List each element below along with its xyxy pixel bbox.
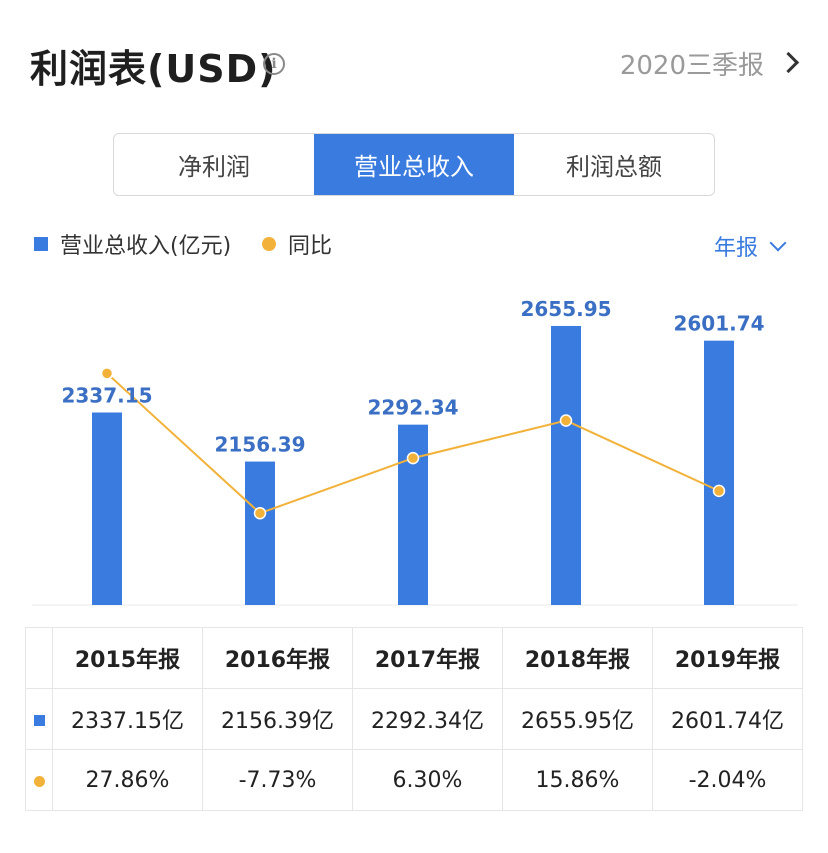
chevron-right-icon[interactable] <box>778 52 799 73</box>
frequency-dropdown[interactable]: 年报 <box>714 230 784 262</box>
revenue-bar <box>551 326 581 605</box>
table-header-cell: 2017年报 <box>353 628 503 689</box>
table-cell: 2337.15亿 <box>53 689 203 750</box>
metric-tabs: 净利润 营业总收入 利润总额 <box>113 133 715 196</box>
revenue-bar <box>245 462 275 605</box>
frequency-label: 年报 <box>714 230 758 262</box>
yoy-point <box>408 453 419 464</box>
table-header-cell: 2015年报 <box>53 628 203 689</box>
table-corner-cell <box>26 628 53 689</box>
period-selector[interactable]: 2020三季报 <box>620 45 764 82</box>
revenue-bar <box>92 412 122 605</box>
dot-marker-icon <box>34 776 45 787</box>
table-cell: 6.30% <box>353 750 503 811</box>
yoy-point <box>255 508 266 519</box>
table-header-cell: 2019年报 <box>653 628 803 689</box>
line-legend-marker <box>262 237 276 251</box>
bar-data-label: 2156.39 <box>214 433 305 457</box>
table-cell: 15.86% <box>503 750 653 811</box>
legend-revenue: 营业总收入(亿元) <box>34 228 231 260</box>
page-title: 利润表(USD) <box>30 38 277 93</box>
bar-marker-icon <box>34 715 45 726</box>
bar-data-label: 2292.34 <box>367 396 458 420</box>
table-cell: 2292.34亿 <box>353 689 503 750</box>
yoy-point <box>714 485 725 496</box>
bar-legend-marker <box>34 237 48 251</box>
yoy-row-marker <box>26 750 53 811</box>
tab-total-revenue[interactable]: 营业总收入 <box>314 134 514 195</box>
yoy-point <box>561 415 572 426</box>
table-header-cell: 2018年报 <box>503 628 653 689</box>
header: 利润表(USD) i 2020三季报 <box>0 0 828 120</box>
tab-net-profit[interactable]: 净利润 <box>114 134 314 195</box>
tab-total-profit[interactable]: 利润总额 <box>514 134 714 195</box>
chevron-down-icon <box>770 235 787 252</box>
table-row-revenue: 2337.15亿 2156.39亿 2292.34亿 2655.95亿 2601… <box>26 689 803 750</box>
revenue-bar <box>704 341 734 605</box>
revenue-chart: 2337.15 2156.39 2292.34 2655.95 2601.74 <box>0 270 828 615</box>
legend-revenue-label: 营业总收入(亿元) <box>60 228 231 260</box>
table-cell: -2.04% <box>653 750 803 811</box>
chart-legend: 营业总收入(亿元) 同比 <box>30 228 800 264</box>
table-row-yoy: 27.86% -7.73% 6.30% 15.86% -2.04% <box>26 750 803 811</box>
bar-data-label: 2655.95 <box>520 297 611 321</box>
yoy-point <box>102 368 113 379</box>
table-cell: -7.73% <box>203 750 353 811</box>
table-cell: 27.86% <box>53 750 203 811</box>
legend-yoy-label: 同比 <box>288 228 332 260</box>
data-table: 2015年报 2016年报 2017年报 2018年报 2019年报 2337.… <box>25 627 803 811</box>
table-cell: 2156.39亿 <box>203 689 353 750</box>
table-header-row: 2015年报 2016年报 2017年报 2018年报 2019年报 <box>26 628 803 689</box>
table-header-cell: 2016年报 <box>203 628 353 689</box>
table-cell: 2601.74亿 <box>653 689 803 750</box>
legend-yoy: 同比 <box>262 228 332 260</box>
bar-data-label: 2337.15 <box>61 383 152 407</box>
table-cell: 2655.95亿 <box>503 689 653 750</box>
revenue-row-marker <box>26 689 53 750</box>
info-icon[interactable]: i <box>263 53 285 75</box>
revenue-bar <box>398 425 428 605</box>
bar-data-label: 2601.74 <box>673 312 764 336</box>
